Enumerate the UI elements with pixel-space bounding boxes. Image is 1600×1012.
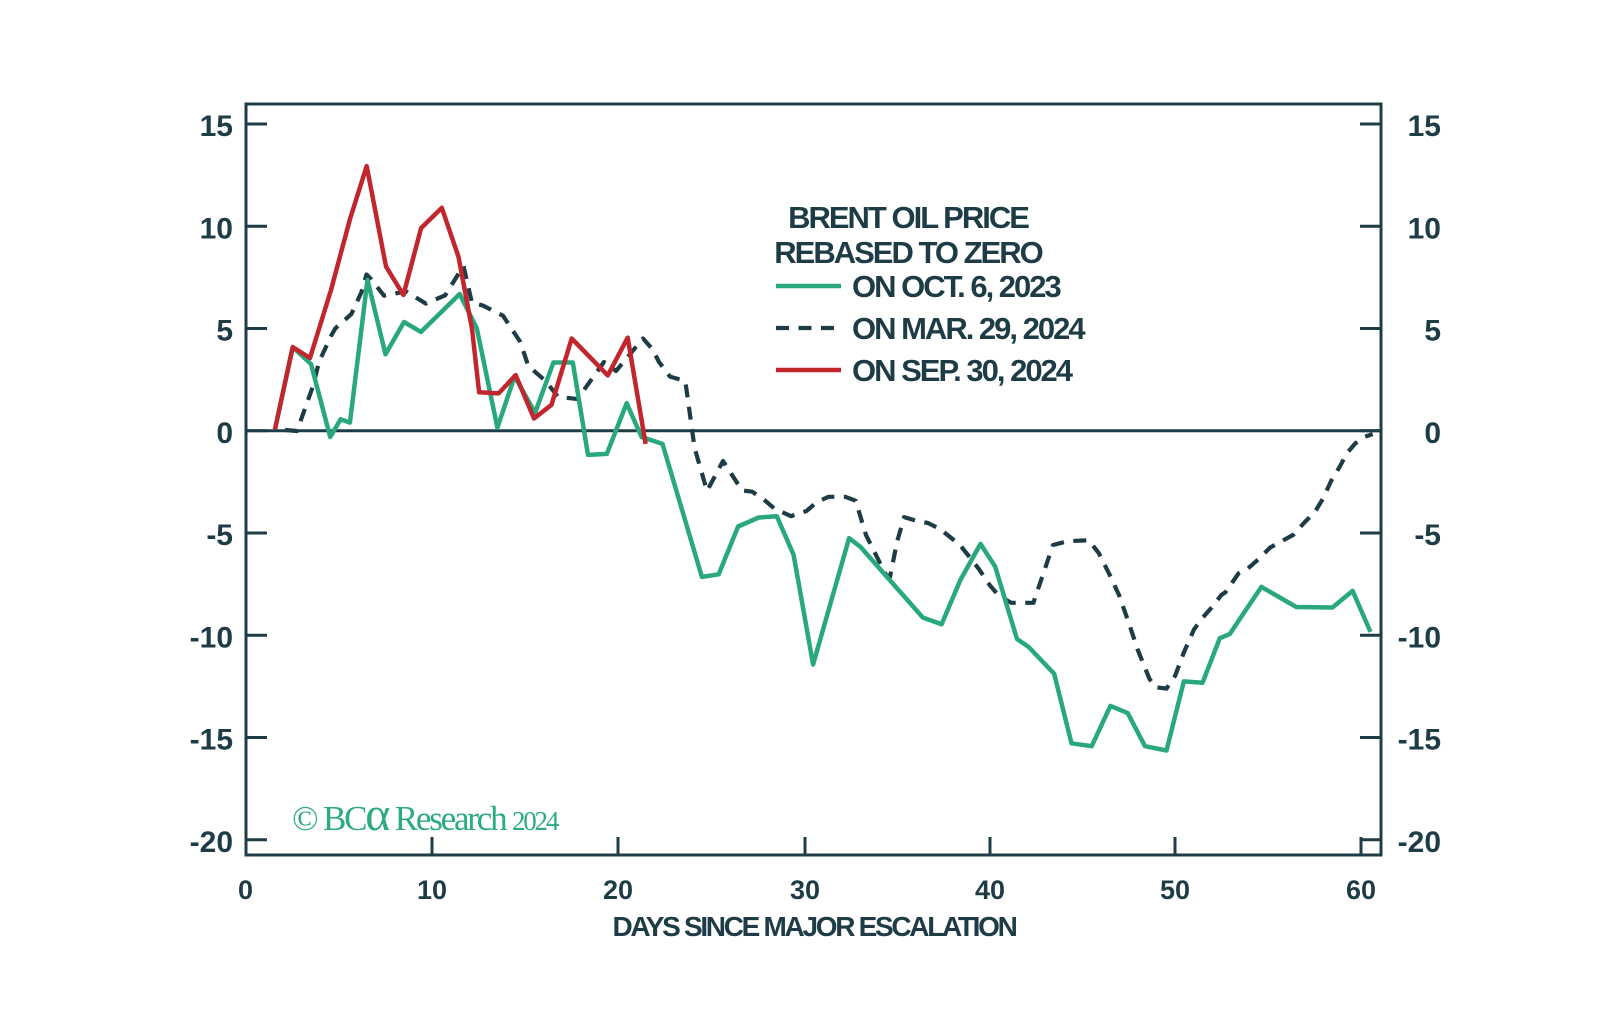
svg-text:ON OCT. 6, 2023: ON OCT. 6, 2023 [852, 269, 1062, 304]
svg-text:-5: -5 [206, 519, 233, 552]
svg-text:60: 60 [1346, 875, 1376, 905]
svg-text:-10: -10 [1398, 621, 1441, 654]
svg-text:10: 10 [417, 875, 447, 905]
svg-text:ON SEP. 30, 2024: ON SEP. 30, 2024 [852, 353, 1074, 388]
svg-text:REBASED TO ZERO: REBASED TO ZERO [774, 235, 1042, 270]
svg-text:DAYS SINCE MAJOR ESCALATION: DAYS SINCE MAJOR ESCALATION [612, 911, 1016, 942]
svg-text:15: 15 [1408, 110, 1441, 143]
svg-text:10: 10 [200, 212, 233, 245]
svg-text:5: 5 [1424, 315, 1441, 348]
svg-text:0: 0 [216, 417, 233, 450]
svg-text:ON MAR. 29, 2024: ON MAR. 29, 2024 [852, 311, 1086, 346]
svg-text:-20: -20 [1398, 826, 1441, 859]
svg-text:30: 30 [790, 875, 820, 905]
svg-text:20: 20 [603, 875, 633, 905]
svg-text:BRENT OIL PRICE: BRENT OIL PRICE [788, 200, 1029, 235]
svg-text:-5: -5 [1414, 519, 1441, 552]
svg-text:40: 40 [975, 875, 1005, 905]
svg-text:0: 0 [238, 875, 253, 905]
svg-text:-20: -20 [190, 826, 233, 859]
svg-text:5: 5 [216, 315, 233, 348]
svg-text:-15: -15 [1398, 724, 1441, 757]
svg-text:50: 50 [1160, 875, 1190, 905]
svg-text:0: 0 [1424, 417, 1441, 450]
svg-text:-10: -10 [190, 621, 233, 654]
svg-text:10: 10 [1408, 212, 1441, 245]
svg-text:-15: -15 [190, 724, 233, 757]
svg-text:15: 15 [200, 110, 233, 143]
